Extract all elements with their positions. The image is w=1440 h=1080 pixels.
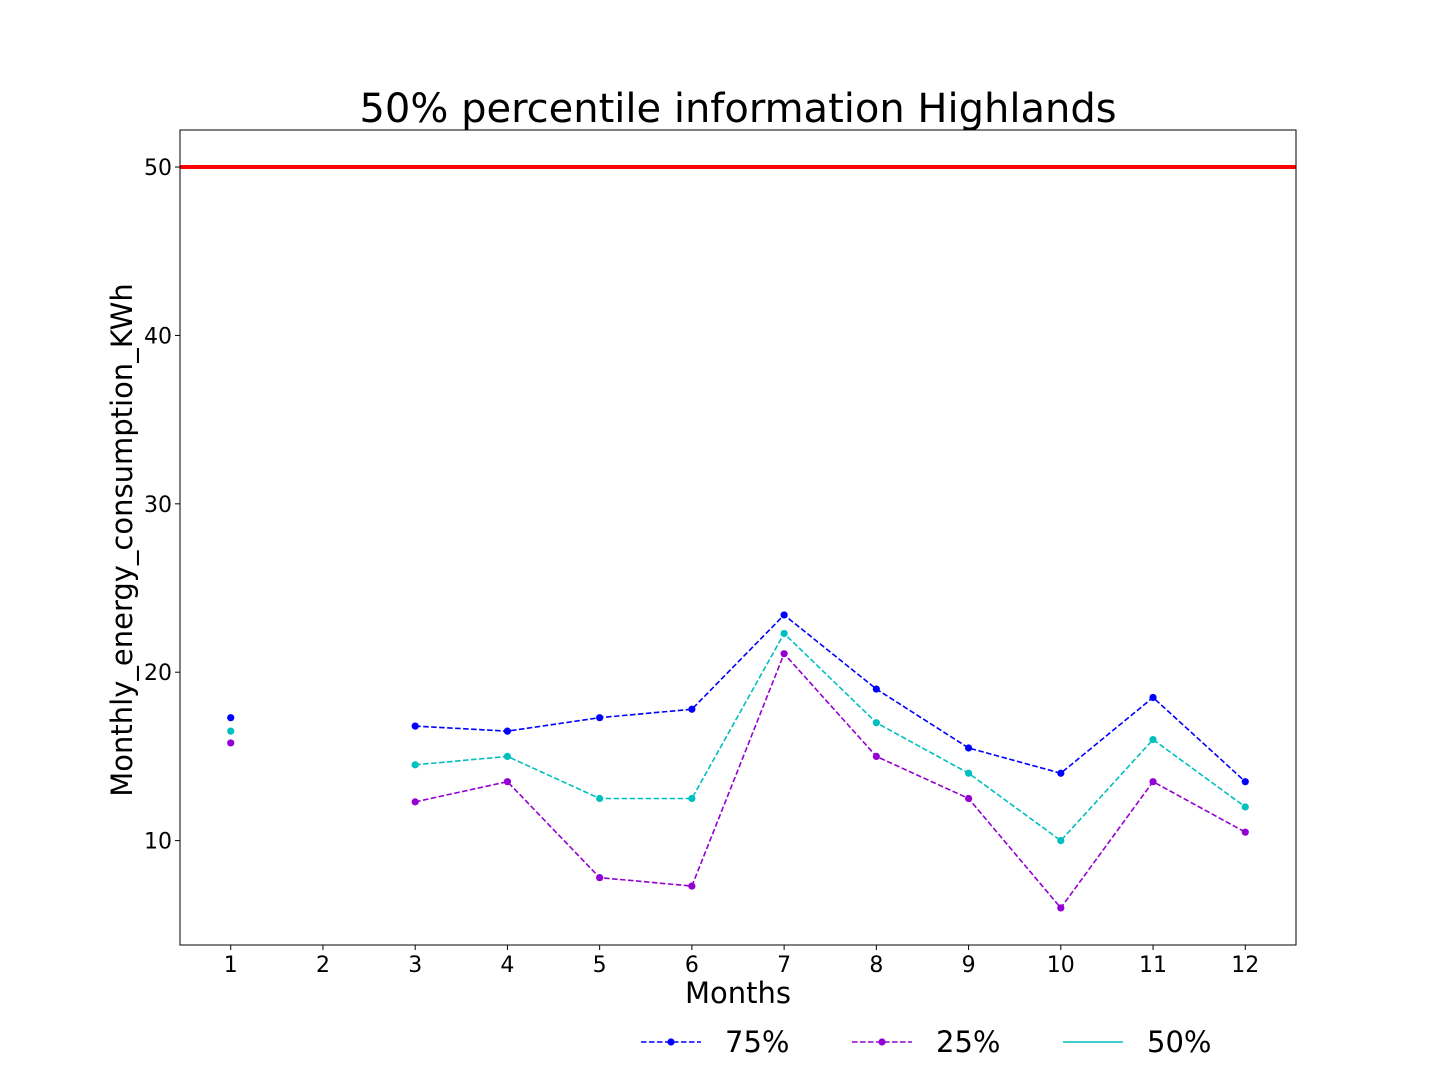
- data-point-0-6: [780, 611, 788, 619]
- legend-item-1: 25%: [852, 1025, 1000, 1059]
- series-2: [227, 629, 1249, 845]
- data-point-1-4: [596, 874, 604, 882]
- legend-label-2: 50%: [1147, 1025, 1211, 1059]
- data-point-0-5: [688, 705, 696, 713]
- data-point-2-11: [1241, 803, 1249, 811]
- x-tick-label-7: 8: [869, 953, 883, 978]
- data-point-0-7: [872, 685, 880, 693]
- data-point-2-2: [411, 761, 419, 769]
- data-point-2-0: [227, 727, 235, 735]
- data-point-2-5: [688, 794, 696, 803]
- data-point-2-10: [1149, 735, 1157, 744]
- plot-frame: [179, 129, 1297, 946]
- x-tick-label-0: 1: [224, 953, 238, 978]
- data-point-1-10: [1149, 778, 1157, 786]
- y-tick-label-4: 50: [144, 156, 172, 181]
- legend-label-0: 75%: [725, 1025, 789, 1059]
- data-point-1-5: [688, 882, 696, 890]
- data-point-1-2: [411, 798, 419, 806]
- data-point-0-2: [411, 722, 419, 730]
- x-axis-label: Months: [685, 976, 791, 1010]
- legend-item-0: 75%: [641, 1025, 789, 1059]
- data-point-0-0: [227, 714, 235, 722]
- x-tick-label-11: 12: [1231, 953, 1259, 978]
- legend-label-1: 25%: [936, 1025, 1000, 1059]
- data-point-0-3: [503, 727, 512, 735]
- data-point-2-9: [1057, 836, 1065, 845]
- data-point-2-7: [872, 719, 880, 727]
- x-tick-label-2: 3: [408, 953, 422, 978]
- x-tick-label-9: 10: [1047, 953, 1075, 978]
- x-tick-label-6: 7: [777, 953, 791, 978]
- y-tick-label-2: 30: [144, 493, 172, 518]
- data-point-2-4: [596, 794, 604, 803]
- series-0: [227, 611, 1249, 786]
- series-line-2-1: [415, 632, 1246, 842]
- data-point-0-8: [964, 744, 973, 752]
- data-point-1-6: [780, 650, 788, 658]
- data-point-2-8: [964, 769, 973, 777]
- chart-title: 50% percentile information Highlands: [359, 86, 1116, 132]
- legend-marker-1: [878, 1038, 886, 1046]
- data-point-1-0: [227, 739, 235, 747]
- y-tick-label-1: 20: [144, 661, 172, 686]
- series-1: [227, 650, 1249, 912]
- y-axis-label: Monthly_energy_consumption_KWh: [105, 283, 139, 796]
- legend-item-2: 50%: [1063, 1025, 1211, 1059]
- plot-content: [180, 165, 1296, 912]
- y-tick-label-0: 10: [144, 830, 172, 855]
- series-line-1-1: [415, 652, 1246, 910]
- data-point-2-3: [503, 752, 512, 761]
- x-tick-label-3: 4: [500, 953, 514, 978]
- legend: 75% 25% 50%: [641, 1025, 1211, 1059]
- legend-marker-0: [667, 1038, 675, 1046]
- y-tick-label-3: 40: [144, 324, 172, 349]
- data-point-1-11: [1241, 828, 1249, 836]
- x-tick-label-5: 6: [685, 953, 699, 978]
- data-point-1-9: [1057, 904, 1065, 912]
- data-point-0-11: [1241, 778, 1249, 786]
- data-point-1-7: [872, 752, 880, 761]
- plot-area: [180, 165, 1296, 912]
- data-point-2-6: [780, 629, 788, 638]
- series-line-0-1: [415, 613, 1246, 783]
- data-point-1-8: [964, 794, 973, 803]
- x-tick-label-8: 9: [962, 953, 976, 978]
- x-tick-label-1: 2: [316, 953, 330, 978]
- data-point-0-9: [1057, 769, 1065, 777]
- data-point-0-4: [596, 714, 604, 722]
- data-point-1-3: [503, 778, 512, 786]
- x-tick-label-10: 11: [1139, 953, 1167, 978]
- x-tick-label-4: 5: [593, 953, 607, 978]
- data-point-0-10: [1149, 693, 1157, 702]
